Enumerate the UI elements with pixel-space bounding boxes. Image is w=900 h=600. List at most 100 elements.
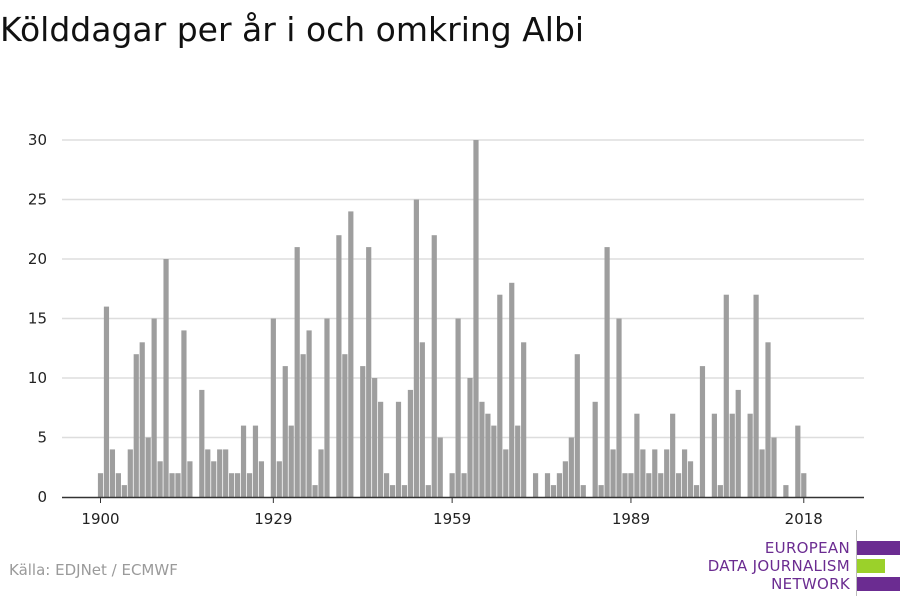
bar	[497, 294, 503, 497]
bar	[109, 449, 116, 497]
y-tick-label: 20	[28, 250, 47, 268]
bar	[693, 485, 700, 497]
bar	[616, 318, 622, 497]
bar	[771, 437, 777, 497]
bar	[306, 330, 312, 497]
bar	[199, 389, 205, 497]
logo-line-network: NETWORK	[771, 575, 850, 593]
bar	[169, 473, 175, 497]
bar	[729, 413, 735, 497]
x-tick-label: 1959	[433, 510, 471, 528]
bar	[246, 473, 253, 497]
bar	[664, 449, 670, 497]
bar	[342, 354, 348, 497]
bar	[360, 366, 366, 497]
x-axis: 1900 1929 1959 1989 2018	[62, 496, 864, 528]
bar	[711, 413, 717, 497]
x-tick-label: 2018	[785, 510, 823, 528]
bar	[336, 235, 342, 497]
bar	[676, 473, 682, 497]
gridlines	[62, 139, 864, 439]
bar	[217, 449, 223, 497]
bar	[783, 485, 789, 497]
bar	[699, 366, 706, 497]
bar	[544, 473, 551, 497]
bar	[127, 449, 133, 497]
bar	[592, 401, 598, 497]
x-tick-label: 1929	[254, 510, 292, 528]
bar	[133, 354, 139, 497]
y-tick-label: 25	[28, 191, 47, 209]
bar	[437, 437, 443, 497]
bar	[121, 485, 127, 497]
bar	[181, 330, 187, 497]
source-note: Källa: EDJNet / ECMWF	[9, 561, 178, 579]
bar	[229, 473, 235, 497]
bar	[723, 294, 729, 497]
bar	[288, 425, 294, 497]
bar	[759, 449, 765, 497]
y-axis-ticks: 0 5 10 15 20 25 30	[28, 131, 47, 506]
bar	[598, 485, 604, 497]
bar	[747, 413, 753, 497]
bar	[401, 485, 408, 497]
bar	[521, 342, 527, 497]
logo-bar-bottom	[857, 577, 900, 591]
bar	[300, 354, 306, 497]
edjnet-logo: EUROPEAN DATA JOURNALISM NETWORK	[700, 530, 900, 596]
bar	[395, 401, 402, 497]
bar	[175, 473, 181, 497]
bar	[491, 425, 497, 497]
bar	[556, 473, 563, 497]
bar	[145, 437, 151, 497]
bar	[449, 473, 455, 497]
logo-line-european: EUROPEAN	[764, 539, 850, 557]
bar	[634, 413, 640, 497]
bar	[151, 318, 157, 497]
bar	[324, 318, 330, 497]
bar	[735, 389, 741, 497]
bar	[419, 342, 425, 497]
bar	[681, 449, 688, 497]
logo-line-data-journalism: DATA JOURNALISM	[707, 557, 850, 575]
bar	[455, 318, 461, 497]
bar	[550, 485, 557, 497]
bar	[479, 401, 485, 497]
bar	[687, 461, 694, 497]
bar	[473, 140, 479, 497]
y-tick-label: 15	[28, 310, 47, 328]
bar	[348, 211, 354, 497]
bar	[562, 461, 568, 497]
x-tick-label: 1989	[612, 510, 650, 528]
bar	[223, 449, 229, 497]
bar	[97, 473, 104, 497]
bar	[383, 473, 390, 497]
y-tick-label: 30	[28, 131, 47, 149]
bar	[366, 247, 372, 497]
logo-divider	[856, 530, 857, 596]
bar	[211, 461, 217, 497]
bar	[139, 342, 145, 497]
bar	[467, 378, 473, 497]
bar	[270, 318, 276, 497]
bar	[282, 366, 288, 497]
bar	[115, 473, 121, 497]
bar	[163, 259, 169, 497]
bar	[652, 449, 658, 497]
bar	[580, 485, 586, 497]
bar	[640, 449, 646, 497]
bar	[604, 247, 610, 497]
bar	[670, 413, 676, 497]
bar	[407, 389, 414, 497]
bar	[431, 235, 437, 497]
bar	[276, 461, 282, 497]
bar	[258, 461, 265, 497]
bar	[372, 378, 378, 497]
bars	[97, 140, 807, 497]
bar	[622, 473, 628, 497]
bar	[801, 473, 807, 497]
bar	[157, 461, 163, 497]
logo-bar-top	[857, 541, 900, 555]
bar	[318, 449, 324, 497]
